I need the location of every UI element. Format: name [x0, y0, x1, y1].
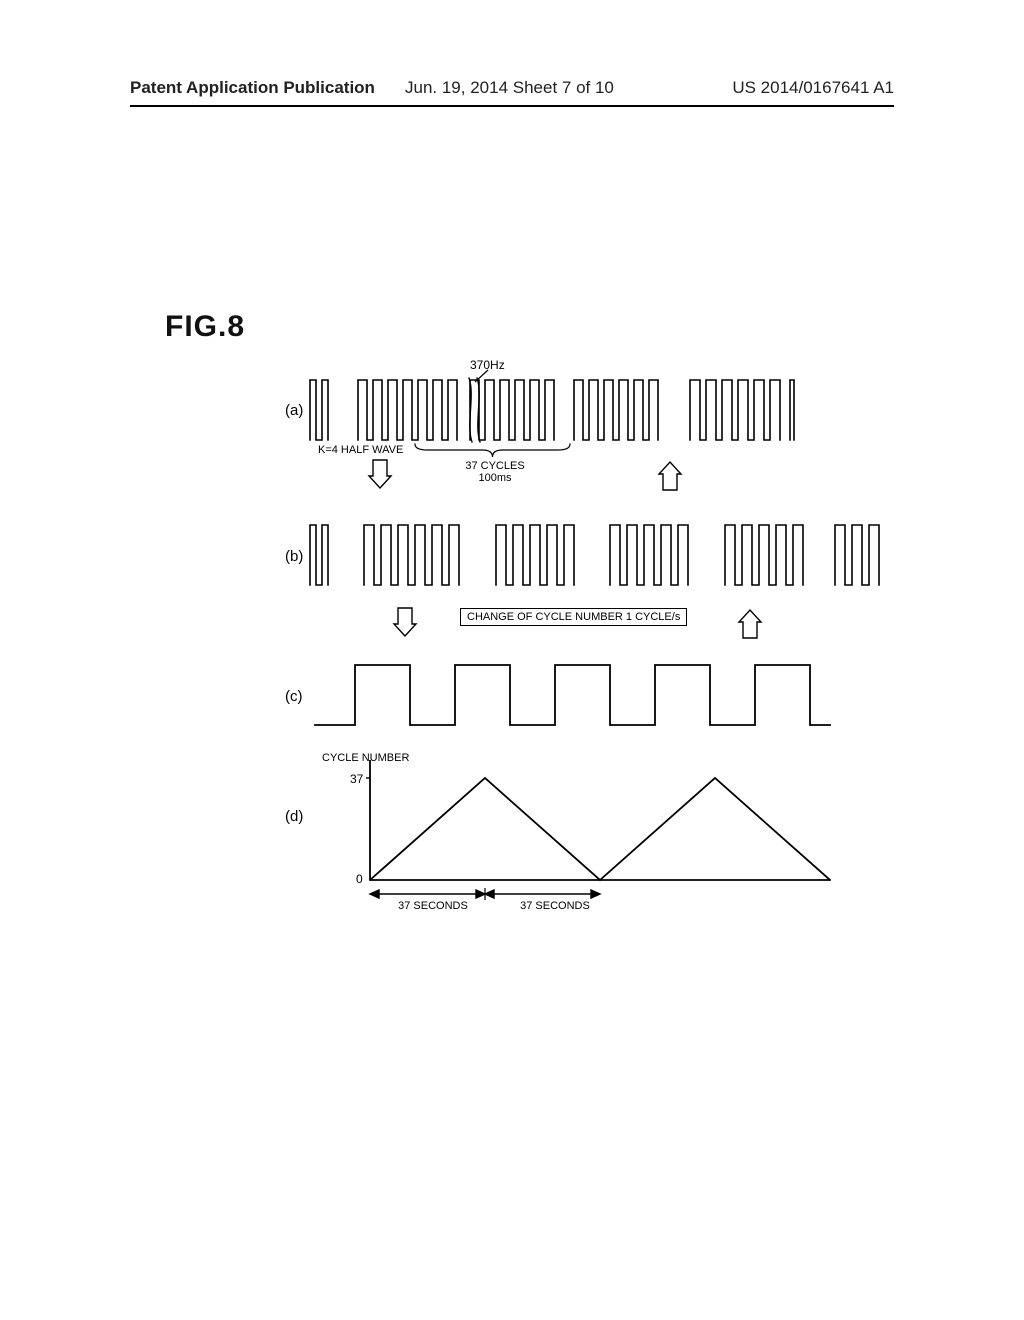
row-label-d: (d) — [285, 808, 303, 825]
change-box-label: CHANGE OF CYCLE NUMBER 1 CYCLE/s — [460, 608, 687, 626]
header-mid: Jun. 19, 2014 Sheet 7 of 10 — [405, 78, 614, 98]
figure-diagram: (a) (b) (c) (d) 370Hz K=4 HALF WAVE 37 C… — [170, 360, 870, 920]
figure-title: FIG.8 — [165, 310, 245, 344]
waveform-svg — [170, 360, 890, 920]
ytick-0: 0 — [356, 872, 363, 886]
freq-label: 370Hz — [470, 358, 505, 372]
header-right: US 2014/0167641 A1 — [732, 78, 894, 98]
header-left: Patent Application Publication — [130, 78, 375, 98]
sec1-label: 37 SECONDS — [388, 900, 478, 912]
row-label-c: (c) — [285, 688, 303, 705]
row-label-b: (b) — [285, 548, 303, 565]
ms100-label: 100ms — [455, 472, 535, 484]
header-rule — [130, 105, 894, 107]
k-halfwave-label: K=4 HALF WAVE — [318, 444, 403, 456]
sec2-label: 37 SECONDS — [510, 900, 600, 912]
cycle-number-label: CYCLE NUMBER — [322, 752, 409, 764]
row-label-a: (a) — [285, 402, 303, 419]
ytick-37: 37 — [350, 772, 363, 786]
cycles37-label: 37 CYCLES — [455, 460, 535, 472]
